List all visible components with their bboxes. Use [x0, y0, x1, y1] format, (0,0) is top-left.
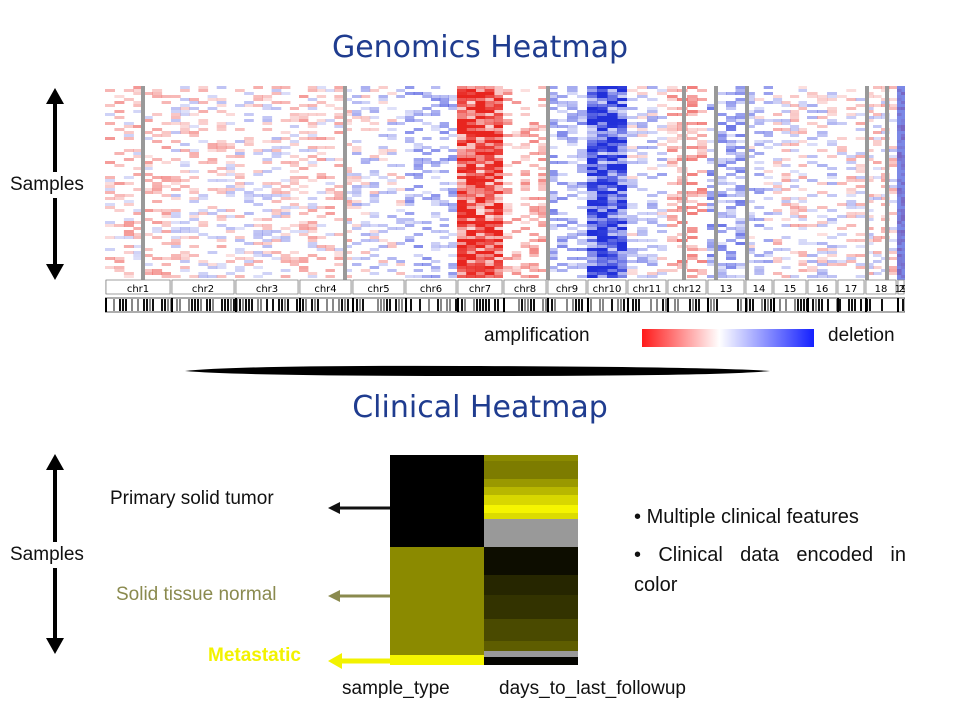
color-legend-bar — [642, 329, 814, 347]
column-label-sample-type: sample_type — [342, 678, 450, 699]
chromosome-ideogram — [105, 297, 905, 313]
column-label-days-to-last-followup: days_to_last_followup — [499, 678, 686, 699]
bullet-item-2: • Clinical data encoded in color — [634, 544, 906, 596]
category-label-primary-tumor: Primary solid tumor — [110, 488, 274, 509]
heatmap-cells — [105, 86, 905, 280]
chromosome-label: chr3 — [256, 284, 278, 295]
clinical-heatmap — [390, 455, 578, 665]
genomics-heatmap: chr1 chr2 chr3 chr4 chr5 chr6 chr7 chr8 chr9 chr1… — [105, 86, 905, 313]
chromosome-label: chr6 — [420, 284, 442, 295]
clinical-title: Clinical Heatmap — [352, 390, 608, 425]
chromosome-dividers — [141, 86, 889, 280]
section-divider — [185, 365, 770, 376]
chromosome-label: chr10 — [593, 284, 622, 295]
chromosome-label: chr4 — [314, 284, 336, 295]
chromosome-labels: chr1 chr2 chr3 chr4 chr5 chr6 chr7 chr8 chr9 chr1… — [105, 279, 905, 295]
chromosome-label: chr8 — [514, 284, 536, 295]
chromosome-label: chr2 — [192, 284, 214, 295]
chromosome-label: 13 — [720, 284, 733, 295]
category-label-metastatic: Metastatic — [208, 645, 301, 666]
chromosome-label: 20 — [899, 284, 905, 295]
samples-label-genomics: Samples — [10, 172, 84, 198]
legend-amplification-label: amplification — [484, 325, 590, 346]
chromosome-label: 14 — [753, 284, 766, 295]
chromosome-label: 19 — [895, 284, 905, 295]
chromosome-label: 16 — [816, 284, 829, 295]
chromosome-label: 15 — [784, 284, 797, 295]
chromosome-label: 18 — [875, 284, 888, 295]
chromosome-label: chr1 — [127, 284, 149, 295]
chromosome-label: chr5 — [367, 284, 389, 295]
chromosome-label: chr11 — [633, 284, 662, 295]
chromosome-label: chr9 — [556, 284, 578, 295]
chromosome-label: chr7 — [469, 284, 491, 295]
genomics-title: Genomics Heatmap — [331, 30, 629, 65]
chromosome-label: 17 — [845, 284, 858, 295]
bullet-list: • Multiple clinical features • Clinical … — [634, 502, 906, 600]
legend-deletion-label: deletion — [828, 325, 895, 346]
chromosome-label: chr12 — [673, 284, 702, 295]
bullet-item-1: • Multiple clinical features — [634, 506, 859, 528]
category-label-solid-tissue-normal: Solid tissue normal — [116, 584, 277, 605]
samples-label-clinical: Samples — [10, 542, 84, 568]
